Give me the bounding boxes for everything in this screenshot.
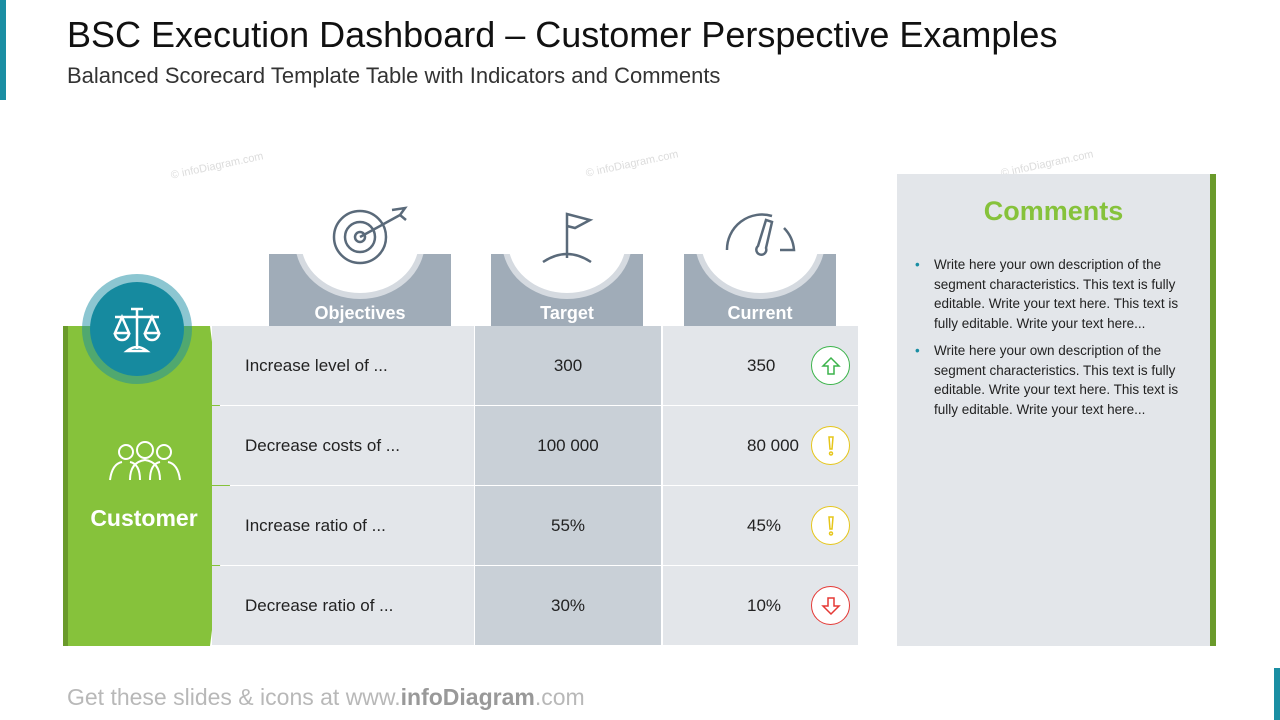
scales-icon [82,274,192,384]
accent-bar [0,0,6,100]
warning-icon [811,506,850,545]
comment-item: Write here your own description of the s… [915,255,1180,333]
table-row: Increase ratio of ... 55% 45% [212,486,858,565]
objective-cell: Increase level of ... [212,326,474,405]
perspective-label: Customer [90,505,198,531]
arrow-down-icon [811,586,850,625]
table-row: Decrease costs of ... 100 000 80 000 [212,406,858,485]
warning-icon [811,426,850,465]
page-subtitle: Balanced Scorecard Template Table with I… [67,63,721,88]
accent-bar [1274,668,1280,720]
objective-cell: Decrease ratio of ... [212,566,474,645]
arrow-up-icon [811,346,850,385]
comment-item: Write here your own description of the s… [915,341,1180,419]
comments-panel: Comments Write here your own description… [897,174,1216,646]
gauge-icon [725,213,796,256]
watermark: © infoDiagram.com [584,148,680,180]
comments-title: Comments [983,196,1124,226]
table-row: Increase level of ... 300 350 [212,326,858,405]
watermark: © infoDiagram.com [169,150,265,182]
people-icon [109,441,181,481]
target-icon [332,206,408,265]
objective-cell: Decrease costs of ... [212,406,474,485]
table-row: Decrease ratio of ... 30% 10% [212,566,858,645]
target-cell: 300 [475,326,661,405]
flag-icon [542,212,594,264]
page-title: BSC Execution Dashboard – Customer Persp… [67,14,1058,55]
target-cell: 30% [475,566,661,645]
perspective-stripe [63,326,68,646]
target-cell: 55% [475,486,661,565]
target-cell: 100 000 [475,406,661,485]
footer: Get these slides & icons at www.infoDiag… [67,684,585,710]
objective-cell: Increase ratio of ... [212,486,474,565]
column-header-target: Target [491,254,643,346]
